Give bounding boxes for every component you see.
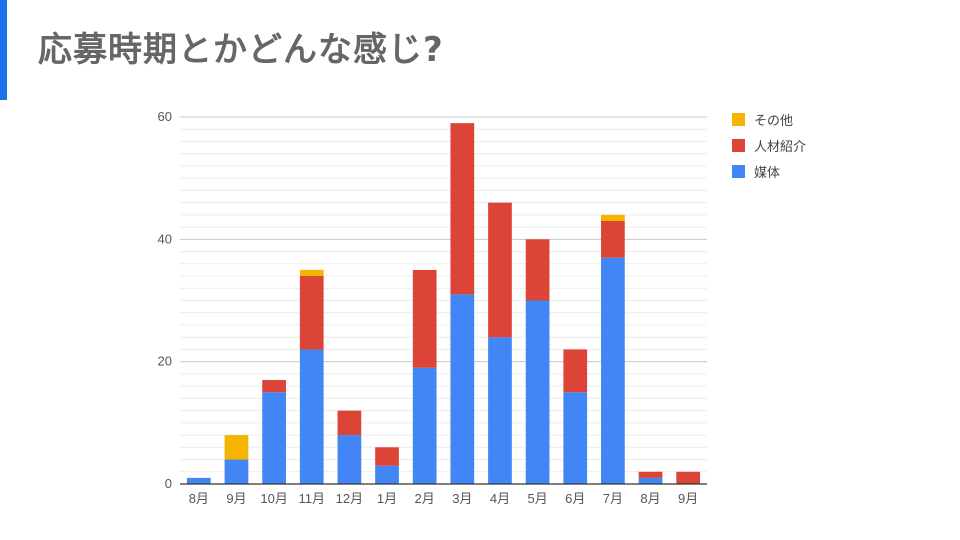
x-tick-label: 3月 <box>452 491 472 506</box>
x-tick-label: 7月 <box>603 491 623 506</box>
bar-segment <box>337 410 362 436</box>
bar-segment <box>638 471 663 478</box>
bar-segment <box>412 269 437 368</box>
x-tick-label: 6月 <box>565 491 585 506</box>
x-tick-label: 8月 <box>640 491 660 506</box>
bar-segment <box>375 465 399 484</box>
legend-item: 媒体 <box>732 158 806 184</box>
bar-segment <box>375 447 399 466</box>
bar-segment <box>563 349 588 393</box>
bar-segment <box>299 276 324 350</box>
chart-legend: その他 人材紹介 媒体 <box>732 106 806 184</box>
bar-segment <box>299 349 324 484</box>
bar-segment <box>337 435 362 484</box>
bar-segment <box>601 220 625 258</box>
x-tick-label: 8月 <box>189 491 209 506</box>
bar-segment <box>601 214 625 221</box>
bar-segment <box>412 367 437 484</box>
bar-segment <box>676 471 701 484</box>
bar-segment <box>525 300 550 484</box>
bar-segment <box>563 392 588 484</box>
legend-label: 人材紹介 <box>754 139 807 155</box>
x-tick-label: 1月 <box>377 491 397 506</box>
legend-label: 媒体 <box>754 165 781 181</box>
x-tick-label: 12月 <box>336 491 363 506</box>
legend-swatch <box>732 164 745 178</box>
bar-segment <box>262 392 286 484</box>
y-tick-label: 20 <box>158 354 172 369</box>
bar-segment <box>186 477 211 484</box>
x-tick-label: 10月 <box>260 491 287 506</box>
bar-segment <box>488 337 512 484</box>
accent-bar <box>0 0 7 100</box>
y-tick-label: 40 <box>158 231 172 246</box>
x-tick-label: 9月 <box>226 491 246 506</box>
x-tick-label: 9月 <box>678 491 698 506</box>
bar-segment <box>224 459 249 484</box>
bar-segment <box>224 435 249 460</box>
legend-swatch <box>732 138 745 152</box>
legend-item: 人材紹介 <box>732 132 806 158</box>
bar-segment <box>450 294 475 484</box>
bar-segment <box>525 239 550 301</box>
legend-swatch <box>732 112 745 126</box>
y-tick-label: 0 <box>165 476 172 491</box>
bar-segment <box>450 123 475 295</box>
bar-segment <box>299 269 324 277</box>
x-tick-label: 2月 <box>415 491 435 506</box>
bar-segment <box>262 380 286 393</box>
slide-title: 応募時期とかどんな感じ? <box>38 30 444 70</box>
bar-segment <box>638 477 663 484</box>
y-tick-label: 60 <box>158 109 172 124</box>
x-tick-label: 4月 <box>490 491 510 506</box>
legend-item: その他 <box>732 106 806 132</box>
x-tick-label: 5月 <box>527 491 547 506</box>
bar-segment <box>488 202 512 338</box>
legend-label: その他 <box>754 113 794 129</box>
bar-segment <box>601 257 625 484</box>
x-tick-label: 11月 <box>299 491 326 506</box>
